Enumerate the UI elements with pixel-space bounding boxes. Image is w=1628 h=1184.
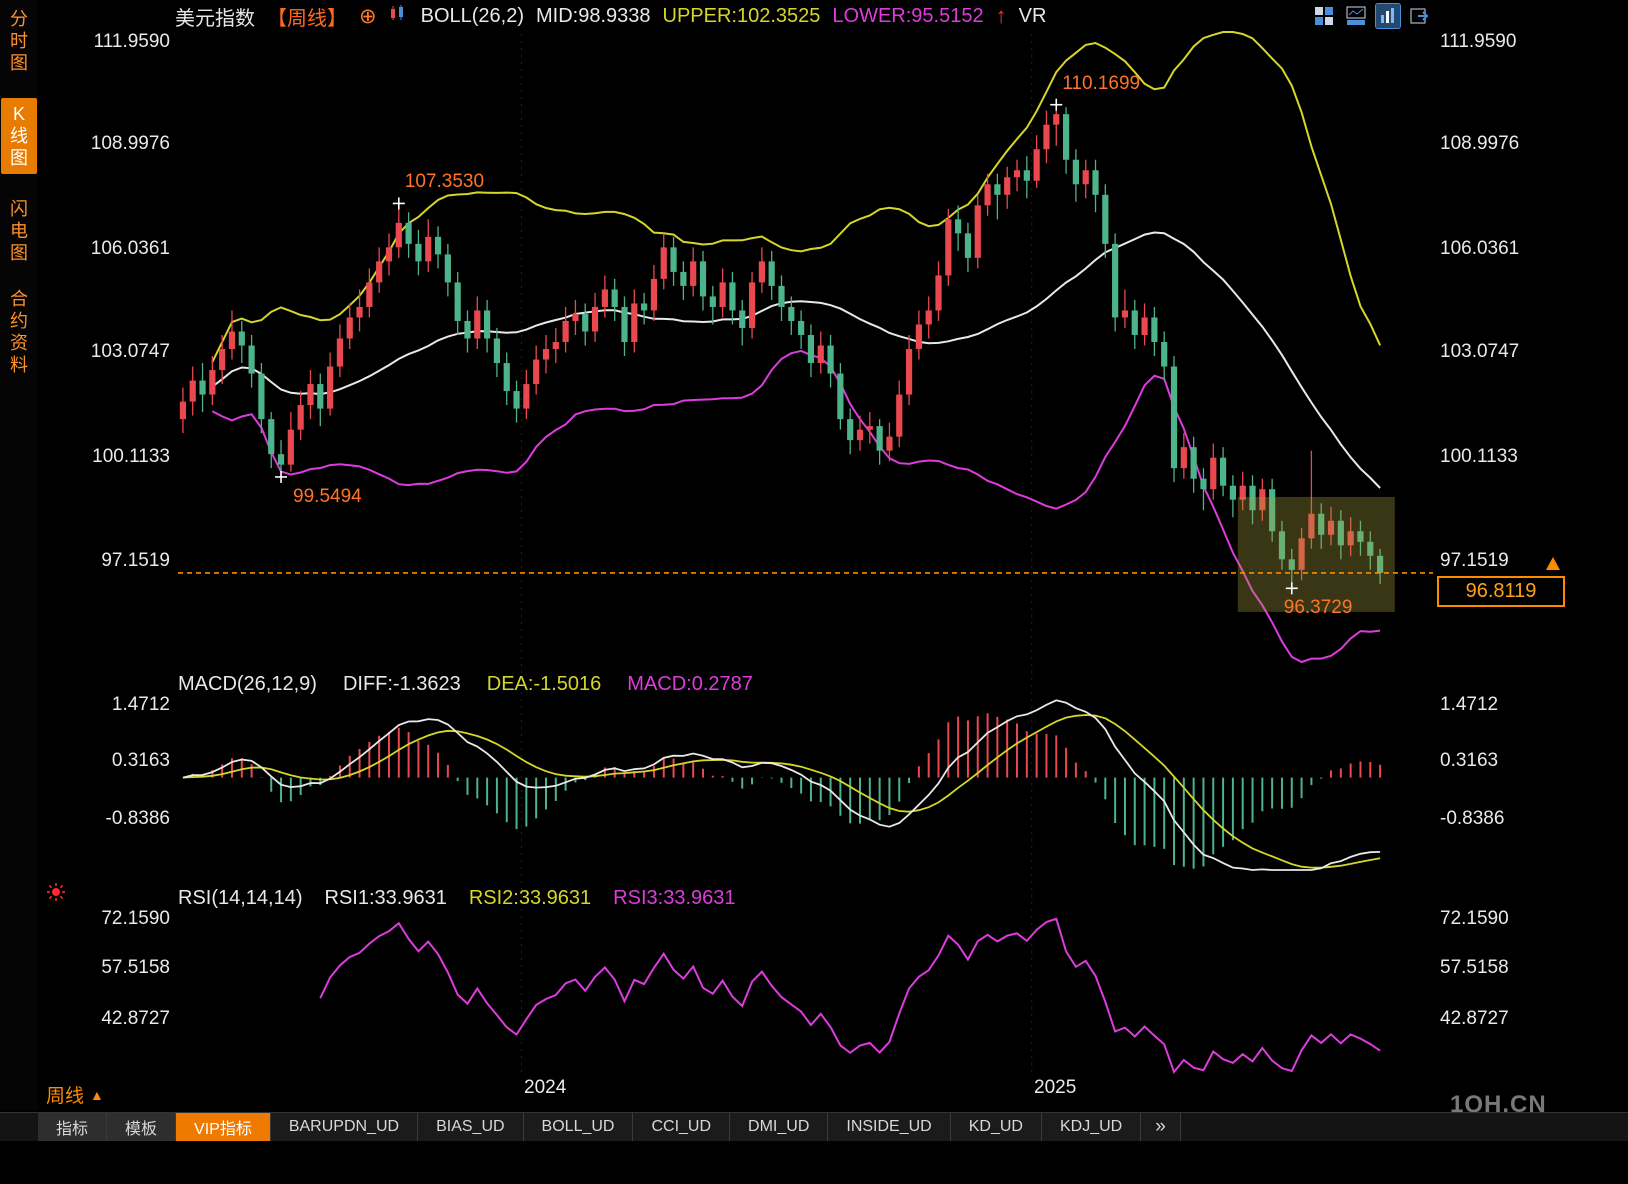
macd-axis-label: 1.4712 [111,694,170,715]
rsi-axis-label: 57.5158 [1440,957,1509,978]
expand-pane-icon[interactable] [1408,4,1432,28]
price-axis-label: 97.1519 [1440,550,1509,571]
triangle-up-icon: ▲ [90,1086,104,1103]
dual-pane-icon[interactable] [1344,4,1368,28]
price-axis-label: 100.1133 [1440,446,1518,467]
year-gridlines [520,34,1033,1072]
rsi2-value: RSI2:33.9631 [468,886,592,909]
price-axis-label: 97.1519 [101,550,170,571]
tab-inside-ud[interactable]: INSIDE_UD [828,1113,951,1141]
price-axis-label: 103.0747 [1440,341,1520,362]
rsi1-value: RSI1:33.9631 [324,886,447,909]
boll-indicator-label: BOLL(26,2) [420,4,524,27]
main-chart-header: 美元指数 【周线】 ⊕ BOLL(26,2) MID:98.9338 UPPER… [175,2,1046,30]
price-axis-label: 111.9590 [1440,31,1517,52]
sidebar-item-contract-info[interactable]: 合约资料 [10,289,28,375]
macd-diff-value: DIFF:-1.3623 [342,672,461,695]
tab-vip-indicators[interactable]: VIP指标 [176,1113,271,1141]
x-axis-year-label: 2025 [1034,1077,1077,1098]
tab-kd-ud[interactable]: KD_UD [950,1113,1042,1141]
period-tag: 【周线】 [267,7,347,30]
rsi-axis-label: 42.8727 [1440,1008,1509,1029]
extreme-price-annotation: 107.3530 [404,171,485,193]
grid-layout-icon[interactable] [1312,4,1336,28]
add-indicator-icon[interactable]: ⊕ [359,4,377,28]
price-axis-label: 108.9976 [1440,133,1520,154]
tab-templates[interactable]: 模板 [107,1113,177,1141]
rsi-axis-label: 42.8727 [101,1008,170,1029]
macd-macd-value: MACD:0.2787 [627,672,753,695]
last-price-line [178,557,1560,574]
kline-pane-icon[interactable] [1375,3,1401,29]
macd-title: MACD(26,12,9) [178,672,317,695]
indicator-tabbar: 指标 模板 VIP指标 BARUPDN_UD BIAS_UD BOLL_UD C… [0,1112,1628,1141]
macd-layer [182,699,1382,871]
price-axis-label: 111.9590 [93,31,170,52]
tab-cci-ud[interactable]: CCI_UD [633,1113,731,1141]
layout-toolbar [1312,3,1432,29]
rsi-header: RSI(14,14,14) RSI1:33.9631 RSI2:33.9631 … [178,885,736,911]
macd-header: MACD(26,12,9) DIFF:-1.3623 DEA:-1.5016 M… [178,671,753,697]
rsi-axis-label: 72.1590 [1440,908,1509,929]
extreme-price-annotation: 96.3729 [1283,597,1353,619]
extreme-price-annotation: 110.1699 [1062,72,1141,94]
rsi-layer [319,917,1381,1075]
up-arrow-icon: ↑ [995,3,1007,28]
tab-barupdn-ud[interactable]: BARUPDN_UD [270,1113,419,1141]
overlay-indicator-glyph [390,5,403,20]
candlestick-layer [179,104,1384,589]
x-axis-year-label: 2024 [524,1077,567,1098]
rsi-axis-label: 72.1590 [101,908,170,929]
price-axis-label: 108.9976 [90,133,170,154]
highlight-region [1237,496,1395,612]
sidebar-item-kline-chart[interactable]: K线图 [1,98,37,174]
extreme-price-annotation: 99.5494 [293,485,362,507]
price-axis-label: 103.0747 [90,341,170,362]
tab-kdj-ud[interactable]: KDJ_UD [1041,1113,1142,1141]
symbol-name: 美元指数 [175,7,255,30]
macd-dea-value: DEA:-1.5016 [486,672,602,695]
macd-axis-label: 1.4712 [1440,694,1499,715]
extreme-markers [275,98,1298,595]
left-sidebar: 分时图 K线图 闪电图 合约资料 [0,0,38,1110]
tab-more-chevron[interactable]: » [1141,1113,1181,1141]
boll-upper-value: UPPER:102.3525 [662,4,821,27]
macd-axis-label: 0.3163 [1440,750,1499,771]
period-flag[interactable]: 周线 ▲ [46,1086,104,1107]
rsi-title: RSI(14,14,14) [178,886,303,909]
alert-sun-icon [46,882,66,907]
boll-mid-value: MID:98.9338 [536,4,651,27]
sidebar-item-timeshare-chart[interactable]: 分时图 [10,9,28,73]
last-price-box: 96.8119 [1437,576,1565,607]
macd-axis-label: 0.3163 [111,750,170,771]
macd-axis-label: -0.8386 [1440,808,1505,829]
tab-dmi-ud[interactable]: DMI_UD [730,1113,829,1141]
macd-axis-label: -0.8386 [105,808,170,829]
rsi3-value: RSI3:33.9631 [613,886,736,909]
tab-indicators[interactable]: 指标 [38,1113,108,1141]
vr-indicator-label: VR [1018,4,1047,27]
boll-lower-value: LOWER:95.5152 [832,4,984,27]
price-axis-label: 100.1133 [92,446,170,467]
tab-boll-ud[interactable]: BOLL_UD [523,1113,634,1141]
price-axis-label: 106.0361 [1440,238,1520,259]
price-axis-label: 106.0361 [90,238,170,259]
sidebar-item-lightning-chart[interactable]: 闪电图 [10,199,28,263]
rsi-axis-label: 57.5158 [101,957,170,978]
overlay-indicator-icon[interactable] [389,4,409,28]
bollinger-bands [211,31,1382,664]
tab-bias-ud[interactable]: BIAS_UD [418,1113,524,1141]
